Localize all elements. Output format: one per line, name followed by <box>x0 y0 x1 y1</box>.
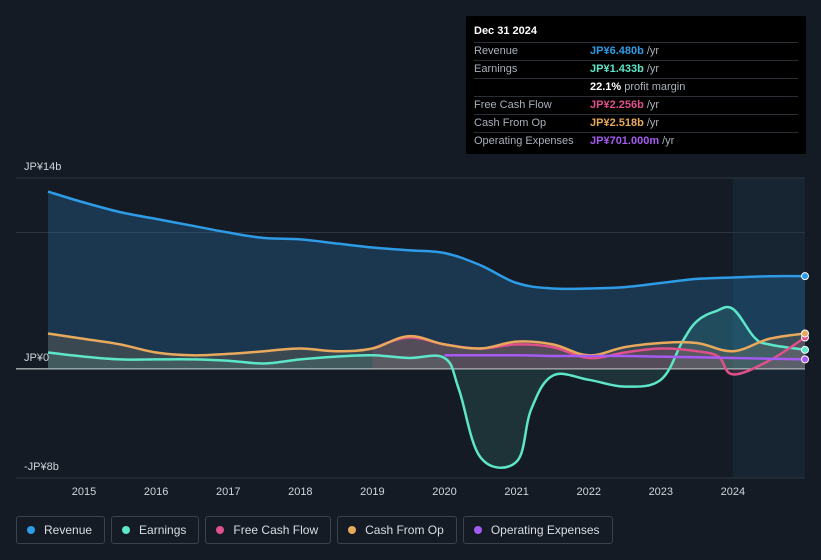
tooltip-unit: /yr <box>662 135 675 147</box>
x-tick-label: 2018 <box>288 486 312 498</box>
tooltip-value: 22.1% <box>590 81 622 93</box>
tooltip-label: Cash From Op <box>474 117 547 129</box>
legend-label: Free Cash Flow <box>233 523 319 537</box>
tooltip-value: JP¥2.256b <box>590 99 644 111</box>
legend-label: Earnings <box>139 523 187 537</box>
tooltip-unit: /yr <box>646 117 660 129</box>
chart-legend: Revenue Earnings Free Cash Flow Cash From O… <box>16 516 613 544</box>
x-tick-label: 2016 <box>144 486 168 498</box>
tooltip-label <box>474 79 590 96</box>
revenue-line <box>47 190 806 291</box>
financial-chart: JP¥14b JP¥0 -JP¥8b 2015 2016 2017 2018 2019 202… <box>16 161 809 498</box>
tooltip-label: Operating Expenses <box>474 135 574 147</box>
legend-dot-icon <box>348 526 357 534</box>
cash-from-op-area <box>48 333 805 369</box>
legend-dot-icon <box>27 526 35 534</box>
y-tick-label: JP¥14b <box>24 161 61 173</box>
revenue-end-dot <box>801 272 809 281</box>
tooltip-row: Cash From Op JP¥2.518b/yr <box>474 115 798 133</box>
cash-from-op-line <box>47 332 806 357</box>
operating-expenses-line <box>444 353 806 361</box>
legend-item-cash-from-op[interactable]: Cash From Op <box>337 516 457 544</box>
forecast-highlight <box>732 178 805 478</box>
legend-label: Operating Expenses <box>490 523 600 537</box>
legend-item-revenue[interactable]: Revenue <box>16 516 106 544</box>
x-tick-label: 2020 <box>432 486 456 498</box>
tooltip-unit: /yr <box>646 63 660 75</box>
tooltip-row: Operating Expenses JP¥701.000m/yr <box>474 133 798 150</box>
x-tick-label: 2021 <box>504 486 528 498</box>
tooltip-value: JP¥701.000m <box>590 135 660 147</box>
earnings-area <box>48 306 805 468</box>
tooltip-row: Free Cash Flow JP¥2.256b/yr <box>474 97 798 115</box>
tooltip-value: JP¥2.518b <box>590 117 644 129</box>
tooltip-unit: profit margin <box>624 81 686 93</box>
x-tick-label: 2015 <box>72 486 96 498</box>
x-tick-label: 2017 <box>216 486 240 498</box>
operating-expenses-end-dot <box>801 355 809 364</box>
tooltip-value: JP¥6.480b <box>590 45 644 57</box>
x-tick-label: 2019 <box>360 486 384 498</box>
tooltip-date: Dec 31 2024 <box>474 24 798 43</box>
tooltip-label: Free Cash Flow <box>474 99 552 111</box>
tooltip-row: Earnings JP¥1.433b/yr <box>474 61 798 79</box>
legend-item-operating-expenses[interactable]: Operating Expenses <box>462 516 613 544</box>
x-tick-label: 2022 <box>576 486 600 498</box>
legend-dot-icon <box>122 526 131 534</box>
legend-dot-icon <box>473 526 482 534</box>
x-tick-label: 2024 <box>721 486 745 498</box>
tooltip-row: 22.1% profit margin <box>474 79 798 97</box>
legend-dot-icon <box>216 526 225 534</box>
tooltip-unit: /yr <box>646 45 660 57</box>
tooltip-label: Revenue <box>474 45 519 57</box>
revenue-area <box>48 191 805 369</box>
tooltip-unit: /yr <box>646 99 660 111</box>
cash-from-op-end-dot <box>801 329 809 338</box>
data-tooltip: Dec 31 2024 Revenue JP¥6.480b/yr Earnings J… <box>466 16 806 154</box>
tooltip-label: Earnings <box>474 63 518 75</box>
earnings-end-dot <box>801 345 809 354</box>
y-tick-label: JP¥0 <box>24 352 49 364</box>
legend-label: Revenue <box>44 523 93 537</box>
x-tick-label: 2023 <box>649 486 673 498</box>
legend-label: Cash From Op <box>365 523 444 537</box>
y-tick-label: -JP¥8b <box>24 461 59 473</box>
earnings-line <box>47 305 806 469</box>
legend-item-earnings[interactable]: Earnings <box>111 516 200 544</box>
free-cash-flow-area <box>372 337 805 375</box>
legend-item-free-cash-flow[interactable]: Free Cash Flow <box>205 516 332 544</box>
tooltip-value: JP¥1.433b <box>590 63 644 75</box>
tooltip-row: Revenue JP¥6.480b/yr <box>474 43 798 61</box>
